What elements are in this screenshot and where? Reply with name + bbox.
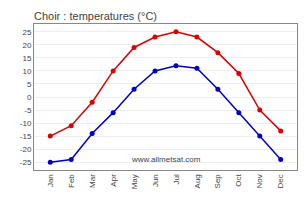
svg-text:-10: -10	[20, 119, 32, 128]
svg-text:Dec: Dec	[276, 174, 285, 188]
svg-text:-20: -20	[20, 145, 32, 154]
svg-text:0: 0	[27, 93, 32, 102]
svg-text:-5: -5	[24, 106, 32, 115]
svg-text:Aug: Aug	[193, 174, 202, 188]
svg-text:15: 15	[22, 54, 31, 63]
svg-text:10: 10	[22, 67, 31, 76]
svg-text:5: 5	[27, 80, 32, 89]
svg-text:Jul: Jul	[172, 174, 181, 184]
svg-text:25: 25	[22, 28, 31, 37]
svg-text:Sep: Sep	[213, 174, 222, 189]
svg-text:20: 20	[22, 41, 31, 50]
svg-text:Feb: Feb	[67, 174, 76, 188]
svg-text:Apr: Apr	[109, 174, 118, 187]
svg-text:Jan: Jan	[46, 174, 55, 187]
svg-text:-25: -25	[20, 158, 32, 167]
svg-text:-15: -15	[20, 132, 32, 141]
svg-text:Oct: Oct	[234, 173, 243, 186]
svg-text:www.allmetsat.com: www.allmetsat.com	[131, 155, 201, 164]
svg-text:Jun: Jun	[151, 174, 160, 187]
svg-text:Mar: Mar	[88, 174, 97, 188]
svg-text:May: May	[130, 174, 139, 189]
svg-text:Choir : temperatures (°C): Choir : temperatures (°C)	[34, 10, 157, 22]
svg-text:Nov: Nov	[255, 174, 264, 188]
